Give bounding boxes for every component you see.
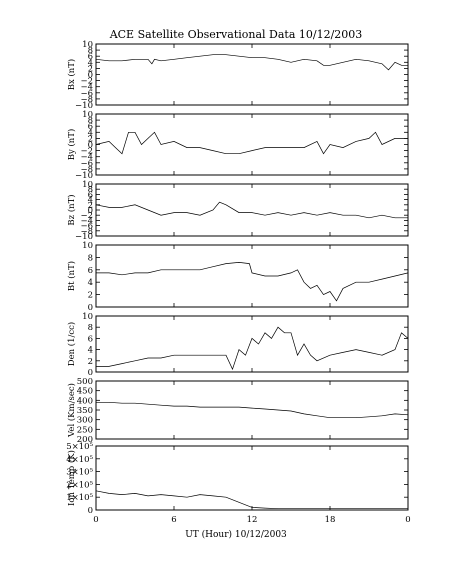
y-tick-label: 6 — [88, 266, 93, 276]
y-tick-label: 10 — [82, 110, 93, 120]
panel-frame — [95, 315, 409, 373]
y-tick-label: −2 — [80, 147, 93, 157]
y-tick-label: 2 — [88, 201, 93, 211]
series-line — [96, 326, 409, 371]
y-tick-label: 2 — [88, 64, 93, 74]
panel-3: 0 2 4 6 8 10 Bt (nT) — [66, 241, 409, 313]
y-axis-label: Bt (nT) — [66, 261, 77, 291]
y-tick-label: 4 — [88, 346, 93, 356]
y-axis-label: Den (1/cc) — [66, 322, 77, 366]
y-tick-label: 0 — [88, 506, 93, 516]
y-tick-label: 4 — [88, 278, 93, 288]
y-tick-label: −8 — [80, 95, 93, 105]
y-tick-label: −8 — [80, 165, 93, 175]
y-axis-label: Vel (Km/sec) — [66, 383, 77, 438]
y-tick-label: −2 — [80, 77, 93, 87]
y-tick-label: 10 — [82, 241, 93, 251]
y-tick-label: 10 — [82, 312, 93, 322]
y-tick-label: 8 — [88, 116, 93, 126]
y-tick-label: 200 — [77, 435, 93, 445]
y-tick-label: 6 — [88, 122, 93, 132]
y-axis-label: Ion Temp (K) — [66, 450, 77, 506]
panel-frame — [95, 43, 409, 106]
y-tick-label: −8 — [80, 227, 93, 237]
y-tick-label: 0 — [88, 71, 93, 81]
y-tick-label: 4×10⁵ — [66, 455, 93, 465]
x-tick-label: 12 — [247, 515, 258, 525]
series-line — [96, 262, 409, 302]
series-line — [96, 401, 409, 419]
x-axis-label: UT (Hour) 10/12/2003 — [185, 529, 287, 540]
y-axis-label: Bz (nT) — [66, 194, 77, 225]
y-axis-label: By (nT) — [66, 129, 77, 161]
series-line — [95, 131, 408, 155]
y-tick-label: −4 — [80, 216, 93, 226]
y-tick-label: 8 — [88, 253, 93, 263]
panel-frame — [95, 244, 409, 308]
y-tick-label: −6 — [80, 89, 93, 99]
series-line — [95, 490, 408, 510]
y-tick-label: −4 — [80, 83, 93, 93]
y-tick-label: −6 — [80, 159, 93, 169]
y-tick-label: 0 — [88, 368, 93, 378]
panel-frame — [95, 380, 409, 440]
y-tick-label: 8 — [88, 46, 93, 56]
y-tick-label: 4 — [88, 128, 93, 138]
y-tick-label: 500 — [77, 377, 93, 387]
y-tick-label: 5×10⁵ — [66, 442, 93, 452]
y-tick-label: 10 — [82, 40, 93, 50]
y-tick-label: −2 — [80, 211, 93, 221]
y-tick-label: 4 — [88, 58, 93, 68]
x-tick-label: 6 — [171, 515, 176, 525]
y-tick-label: −10 — [75, 171, 93, 181]
y-tick-label: 300 — [77, 416, 93, 426]
y-tick-label: −6 — [80, 222, 93, 232]
y-tick-label: 2×10⁵ — [66, 480, 93, 490]
y-tick-label: 1×10⁵ — [66, 493, 93, 503]
y-tick-label: 6 — [88, 52, 93, 62]
y-tick-label: 0 — [88, 141, 93, 151]
y-tick-label: 10 — [82, 180, 93, 190]
y-tick-label: 8 — [88, 323, 93, 333]
panel-frame — [95, 183, 409, 237]
y-tick-label: −10 — [75, 101, 93, 111]
y-tick-label: 6 — [88, 334, 93, 344]
y-tick-label: 2 — [88, 291, 93, 301]
y-tick-label: 0 — [88, 206, 93, 216]
panel-frame — [95, 113, 409, 176]
series-line — [95, 54, 408, 71]
x-tick-label: 0 — [93, 515, 98, 525]
x-tick-label: 0 — [405, 515, 410, 525]
y-axis-label: Bx (nT) — [66, 59, 77, 91]
panel-frame — [95, 445, 409, 511]
series-line — [95, 201, 408, 219]
y-tick-label: −10 — [75, 232, 93, 242]
y-tick-label: 2 — [88, 134, 93, 144]
y-tick-label: 6 — [88, 190, 93, 200]
y-tick-label: 400 — [77, 396, 93, 406]
y-tick-label: 2 — [88, 357, 93, 367]
x-tick-label: 18 — [325, 515, 336, 525]
y-tick-label: 8 — [88, 185, 93, 195]
y-tick-label: 450 — [77, 387, 93, 397]
y-tick-label: 4 — [88, 196, 93, 206]
y-tick-label: 3×10⁵ — [66, 468, 93, 478]
chart-title: ACE Satellite Observational Data 10/12/2… — [109, 28, 363, 41]
y-tick-label: 350 — [77, 406, 93, 416]
y-tick-label: −4 — [80, 153, 93, 163]
y-tick-label: 250 — [77, 425, 93, 435]
y-tick-label: 0 — [88, 303, 93, 313]
